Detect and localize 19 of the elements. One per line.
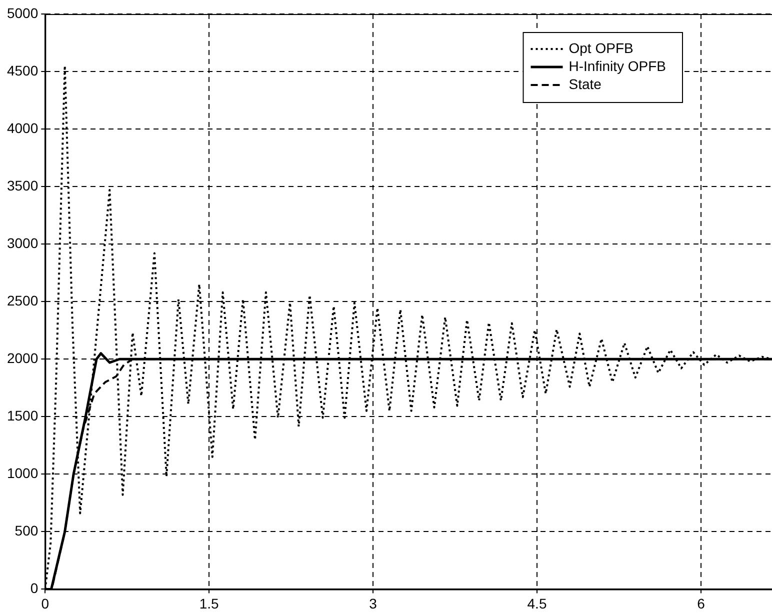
x-tick-label: 6 <box>697 595 706 612</box>
y-tick-label: 5000 <box>6 4 38 21</box>
y-tick-label: 4000 <box>6 120 38 136</box>
y-tick-label: 2000 <box>6 350 38 366</box>
y-tick-label: 1500 <box>6 408 38 424</box>
legend-label: H-Infinity OPFB <box>568 58 666 74</box>
x-tick-label: 4.5 <box>527 595 547 612</box>
y-tick-label: 500 <box>14 522 38 539</box>
y-tick-label: 0 <box>30 580 38 596</box>
y-tick-label: 1000 <box>6 465 38 482</box>
legend-label: State <box>568 76 602 92</box>
x-tick-label: 1.5 <box>199 595 220 612</box>
y-tick-label: 3000 <box>6 234 38 251</box>
y-tick-label: 4500 <box>6 62 38 78</box>
y-tick-label: 2500 <box>6 292 38 308</box>
legend-label: Opt OPFB <box>568 40 634 56</box>
x-tick-label: 3 <box>369 595 378 612</box>
y-tick-label: 3500 <box>6 177 38 194</box>
x-tick-label: 0 <box>41 595 50 612</box>
